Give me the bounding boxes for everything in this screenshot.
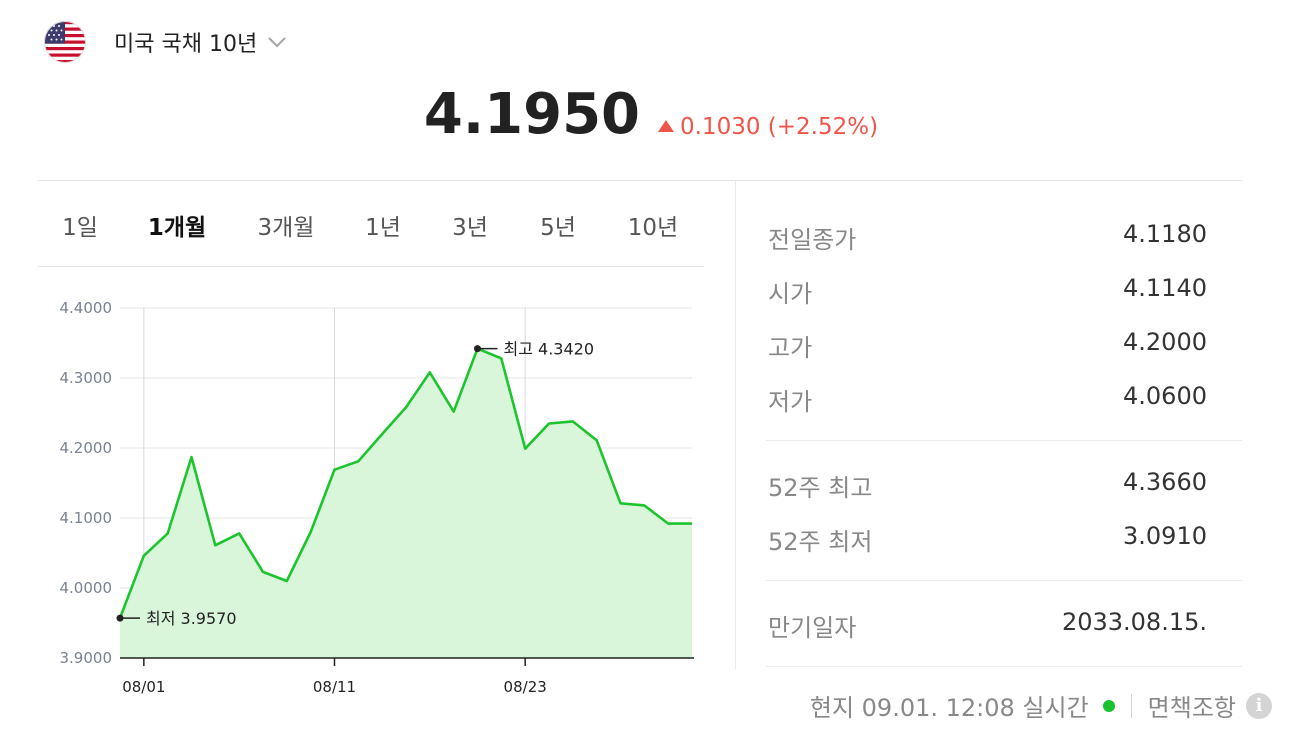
maturity-label: 만기일자 <box>768 614 857 642</box>
divider <box>38 180 1242 181</box>
tab-5y[interactable]: 5년 <box>540 215 576 241</box>
live-indicator-icon <box>1102 699 1115 712</box>
prev-close-value: 4.1180 <box>1123 220 1207 248</box>
data-point[interactable] <box>284 578 290 584</box>
divider <box>766 580 1242 581</box>
info-icon[interactable]: i <box>1246 692 1272 719</box>
data-point[interactable] <box>546 421 552 427</box>
high-marker-label: 최고 4.3420 <box>504 340 595 359</box>
high-row: 고가 4.2000 <box>766 328 1242 362</box>
x-tick-label: 08/23 <box>504 678 547 696</box>
y-tick-label: 4.2000 <box>60 439 113 457</box>
data-point[interactable] <box>665 521 671 527</box>
price-change-value: 0.1030 (+2.52%) <box>680 114 879 140</box>
open-row: 시가 4.1140 <box>766 274 1242 308</box>
w52-high-row: 52주 최고 4.3660 <box>766 468 1242 502</box>
disclaimer-link[interactable]: 면책조항 <box>1147 694 1236 722</box>
up-arrow-icon <box>658 120 675 132</box>
instrument-selector[interactable]: 미국 국채 10년 <box>44 20 289 64</box>
w52-high-value: 4.3660 <box>1123 468 1207 496</box>
low-value: 4.0600 <box>1123 382 1207 410</box>
divider <box>766 666 1242 667</box>
maturity-row: 만기일자 2033.08.15. <box>766 608 1242 642</box>
w52-high-label: 52주 최고 <box>768 474 873 502</box>
area-fill <box>120 348 692 658</box>
low-row: 저가 4.0600 <box>766 382 1242 416</box>
tab-3m[interactable]: 3개월 <box>257 215 315 241</box>
vertical-divider <box>735 181 736 669</box>
data-point[interactable] <box>260 569 266 575</box>
data-point[interactable] <box>570 418 576 424</box>
divider <box>766 440 1242 441</box>
data-point[interactable] <box>189 454 195 460</box>
price-change: 0.1030 (+2.52%) <box>658 114 878 140</box>
data-point[interactable] <box>379 431 385 437</box>
series-line <box>118 347 692 619</box>
tab-1m[interactable]: 1개월 <box>147 215 207 241</box>
x-tick-label: 08/11 <box>313 678 356 696</box>
data-point[interactable] <box>618 500 624 506</box>
data-point[interactable] <box>236 530 242 536</box>
data-point[interactable] <box>308 529 314 535</box>
open-value: 4.1140 <box>1123 274 1207 302</box>
us-flag-icon <box>44 21 86 63</box>
quote-header: 4.1950 0.1030 (+2.52%) <box>0 82 1302 147</box>
data-point[interactable] <box>165 530 171 536</box>
y-tick-label: 4.3000 <box>60 369 113 387</box>
prev-close-label: 전일종가 <box>768 226 857 254</box>
y-tick-label: 4.0000 <box>60 579 113 597</box>
current-price: 4.1950 <box>423 82 641 147</box>
data-point[interactable] <box>641 502 647 508</box>
w52-low-value: 3.0910 <box>1123 522 1207 550</box>
divider <box>1130 693 1132 718</box>
y-tick-label: 3.9000 <box>60 649 113 667</box>
tab-3y[interactable]: 3년 <box>452 215 488 241</box>
data-point[interactable] <box>522 446 528 452</box>
period-tabs: 1일 1개월 3개월 1년 3년 5년 10년 <box>38 200 704 267</box>
y-tick-label: 4.1000 <box>60 509 113 527</box>
data-point[interactable] <box>355 458 361 464</box>
data-point[interactable] <box>212 542 218 548</box>
tab-10y[interactable]: 10년 <box>627 215 679 241</box>
data-point[interactable] <box>332 467 338 473</box>
high-value: 4.2000 <box>1123 328 1207 356</box>
data-point[interactable] <box>403 404 409 410</box>
chevron-down-icon[interactable] <box>265 30 289 54</box>
update-time: 현지 09.01. 12:08 실시간 <box>809 694 1089 722</box>
data-point[interactable] <box>427 369 433 375</box>
y-tick-label: 4.4000 <box>60 299 113 317</box>
data-point[interactable] <box>141 553 147 559</box>
open-label: 시가 <box>768 280 813 308</box>
tab-1y[interactable]: 1년 <box>365 215 401 241</box>
low-marker-label: 최저 3.9570 <box>146 609 237 628</box>
low-label: 저가 <box>768 388 813 416</box>
data-point[interactable] <box>689 521 695 527</box>
footer: 현지 09.01. 12:08 실시간 면책조항 i <box>810 688 1272 723</box>
yield-chart[interactable]: 4.4000 4.3000 4.2000 4.1000 4.0000 3.9000 08/0… <box>0 280 710 700</box>
high-label: 고가 <box>768 334 813 362</box>
data-point[interactable] <box>451 409 457 415</box>
instrument-title: 미국 국채 10년 <box>114 32 258 57</box>
data-point[interactable] <box>594 437 600 443</box>
maturity-value: 2033.08.15. <box>1061 608 1207 636</box>
tab-1d[interactable]: 1일 <box>62 215 98 241</box>
prev-close-row: 전일종가 4.1180 <box>766 220 1242 254</box>
x-tick-label: 08/01 <box>122 678 165 696</box>
w52-low-label: 52주 최저 <box>768 528 873 556</box>
w52-low-row: 52주 최저 3.0910 <box>766 522 1242 556</box>
